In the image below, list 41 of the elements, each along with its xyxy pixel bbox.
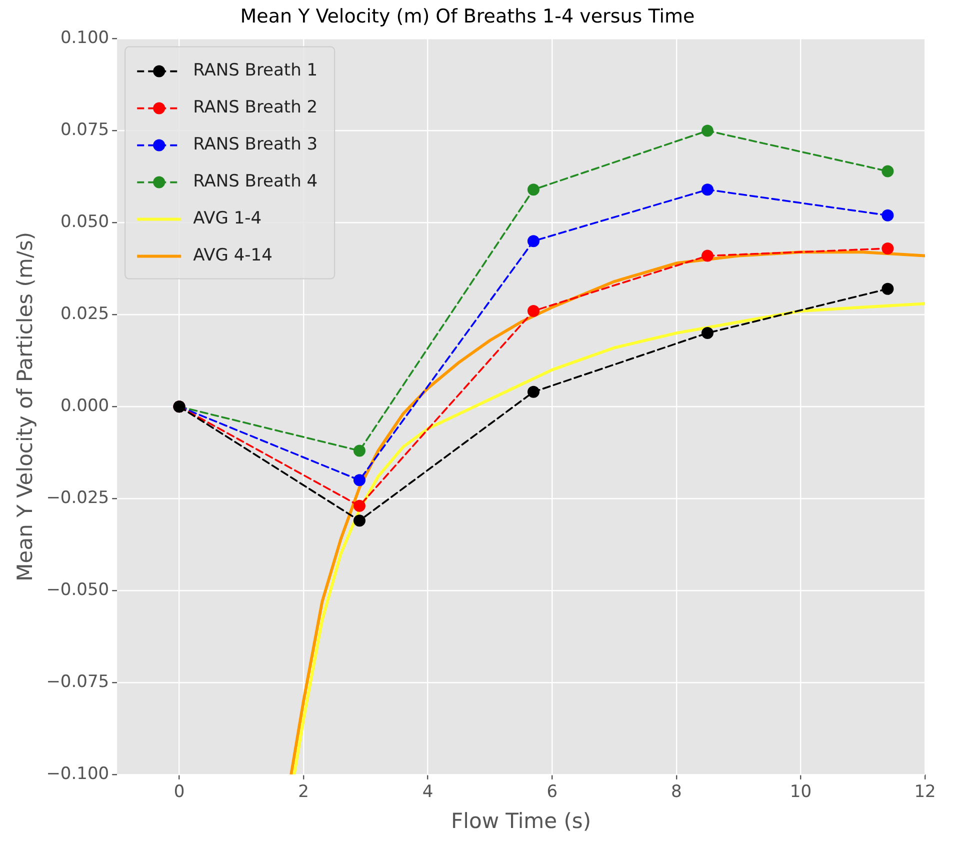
x-tick-label: 4 <box>422 782 434 802</box>
legend-label: AVG 4-14 <box>193 246 272 266</box>
point <box>701 327 714 340</box>
point <box>527 304 540 317</box>
point <box>882 165 894 178</box>
x-tick-label: 0 <box>174 782 185 802</box>
point <box>882 209 894 222</box>
y-tick-label: −0.075 <box>46 672 110 692</box>
y-tick-label: −0.100 <box>46 764 110 784</box>
y-tick-label: 0.025 <box>60 304 110 324</box>
x-tick-label: 2 <box>298 782 309 802</box>
legend-label: RANS Breath 4 <box>193 172 318 192</box>
point <box>353 444 366 457</box>
x-tick-label: 12 <box>914 782 936 802</box>
point <box>701 250 714 262</box>
y-tick-label: 0.100 <box>60 28 110 48</box>
y-tick-label: −0.050 <box>46 580 110 600</box>
x-tick-label: 8 <box>671 782 682 802</box>
x-axis-title: Flow Time (s) <box>451 808 592 833</box>
legend-label: RANS Breath 1 <box>193 60 318 81</box>
y-axis-title: Mean Y Velocity of Particles (m/s) <box>13 232 38 582</box>
legend-label: RANS Breath 2 <box>193 98 318 118</box>
point <box>701 124 714 137</box>
point <box>527 235 540 248</box>
point <box>353 474 366 486</box>
point <box>527 386 540 398</box>
legend-label: AVG 1-4 <box>193 208 262 229</box>
point <box>701 184 714 196</box>
y-tick-label: 0.075 <box>60 120 110 140</box>
point <box>353 514 366 527</box>
legend-label: RANS Breath 3 <box>193 134 318 155</box>
y-tick-label: 0.000 <box>60 396 110 416</box>
point <box>527 184 540 196</box>
point <box>882 242 894 254</box>
x-tick-label: 10 <box>790 782 812 802</box>
x-tick-label: 6 <box>546 782 558 802</box>
y-tick-label: −0.025 <box>46 488 110 508</box>
point <box>882 282 894 295</box>
y-tick-label: 0.050 <box>60 212 110 232</box>
point <box>353 500 366 512</box>
chart-title: Mean Y Velocity (m) Of Breaths 1-4 versus Time <box>240 5 695 28</box>
